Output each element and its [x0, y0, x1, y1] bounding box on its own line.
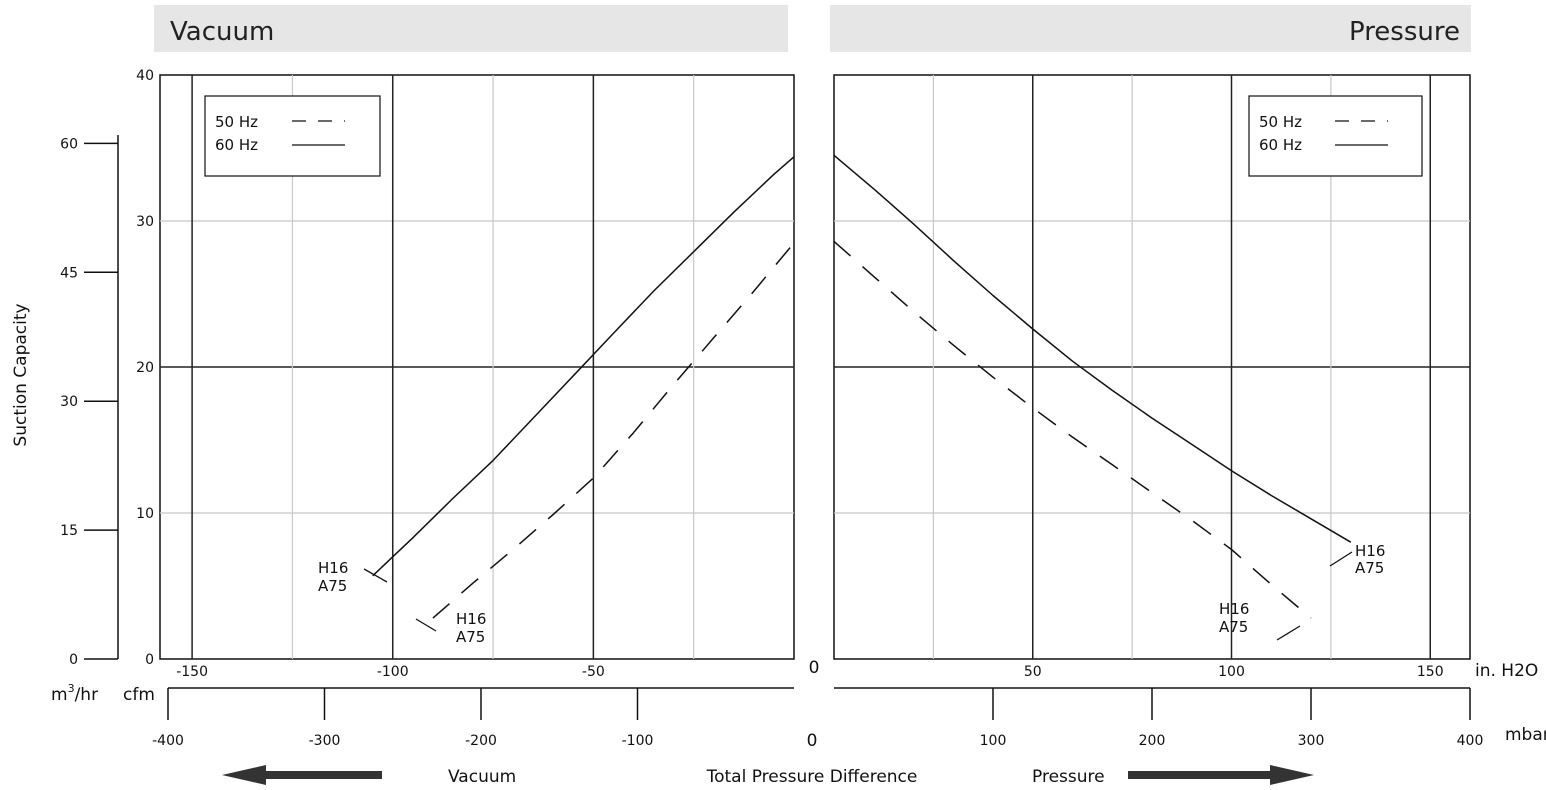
- cfm-tick-label-30: 30: [136, 214, 154, 230]
- vac-mbar-tick-label-neg400: -400: [152, 733, 184, 749]
- vac-60hz-end-tick: [363, 568, 388, 583]
- inh2o-unit-label: in. H2O: [1475, 661, 1538, 681]
- m3hr-unit-sup: 3: [68, 682, 75, 695]
- pressure-legend-60hz-label: 60 Hz: [1259, 136, 1302, 154]
- vac-50hz-annotation-h16: H16: [456, 610, 486, 628]
- vac-series-60hz: [372, 156, 795, 577]
- vacuum-arrow: [222, 765, 382, 785]
- m3hr-tick-label-0: 0: [69, 652, 78, 668]
- prs-50hz-annotation-h16: H16: [1219, 600, 1249, 618]
- prs-60hz-annotation-h16: H16: [1355, 542, 1385, 560]
- m3hr-unit-base: m: [51, 685, 68, 705]
- prs-mbar-tick-label-100: 100: [980, 733, 1007, 749]
- y-axis-title: Suction Capacity: [11, 303, 31, 446]
- prs-mbar-tick-label-400: 400: [1457, 733, 1484, 749]
- prs-inh2o-tick-label-50: 50: [1024, 664, 1042, 680]
- vac-inh2o-tick-label-neg100: -100: [377, 664, 409, 680]
- pressure-arrow: [1128, 765, 1314, 785]
- vacuum-direction-label: Vacuum: [448, 767, 516, 787]
- vac-50hz-end-tick: [415, 618, 437, 632]
- vacuum-panel-title: Vacuum: [170, 17, 274, 47]
- zero-label-inh2o: 0: [809, 658, 820, 678]
- total-pressure-difference-label: Total Pressure Difference: [706, 767, 918, 787]
- vacuum-header-bar: [154, 5, 788, 52]
- pressure-legend-box: [1248, 95, 1423, 177]
- prs-series-60hz: [833, 154, 1352, 543]
- pressure-header-bar: [830, 5, 1471, 52]
- m3hr-unit-suffix: /hr: [75, 685, 99, 705]
- m3hr-tick-label-60: 60: [60, 136, 78, 152]
- mbar-unit-label: mbar: [1505, 725, 1546, 745]
- m3hr-unit-label: m3/hr: [51, 682, 98, 705]
- prs-60hz-end-tick: [1329, 551, 1353, 567]
- m3hr-tick-label-15: 15: [60, 523, 78, 539]
- vac-60hz-annotation-a75: A75: [318, 577, 347, 595]
- prs-50hz-annotation-a75: A75: [1219, 618, 1248, 636]
- zero-label-mbar: 0: [807, 731, 818, 751]
- cfm-tick-label-40: 40: [136, 68, 154, 84]
- vac-inh2o-tick-label-neg150: -150: [176, 664, 208, 680]
- prs-inh2o-tick-label-100: 100: [1218, 664, 1245, 680]
- cfm-tick-label-10: 10: [136, 506, 154, 522]
- prs-series-50hz: [833, 240, 1312, 619]
- prs-50hz-end-tick: [1276, 625, 1301, 641]
- vac-mbar-tick-label-neg300: -300: [309, 733, 341, 749]
- series-layer: [372, 154, 1352, 619]
- cfm-tick-label-0: 0: [145, 652, 154, 668]
- prs-mbar-tick-label-300: 300: [1298, 733, 1325, 749]
- pressure-panel-title: Pressure: [1349, 17, 1460, 47]
- vacuum-legend-60hz-label: 60 Hz: [215, 136, 258, 154]
- vac-50hz-annotation-a75: A75: [456, 628, 485, 646]
- vac-60hz-annotation-h16: H16: [318, 559, 348, 577]
- vacuum-legend-box: [204, 95, 381, 177]
- vac-series-50hz: [432, 242, 795, 619]
- prs-60hz-annotation-a75: A75: [1355, 559, 1384, 577]
- m3hr-tick-label-30: 30: [60, 394, 78, 410]
- pressure-legend-50hz-label: 50 Hz: [1259, 113, 1302, 131]
- prs-mbar-tick-label-200: 200: [1139, 733, 1166, 749]
- pressure-direction-label: Pressure: [1032, 767, 1105, 787]
- pressure-legend: 50 Hz 60 Hz: [1248, 95, 1423, 177]
- vacuum-legend: 50 Hz 60 Hz: [204, 95, 381, 177]
- vac-mbar-tick-label-neg100: -100: [622, 733, 654, 749]
- m3hr-tick-label-45: 45: [60, 265, 78, 281]
- vac-inh2o-tick-label-neg50: -50: [582, 664, 605, 680]
- cfm-tick-label-20: 20: [136, 360, 154, 376]
- vac-mbar-tick-label-neg200: -200: [465, 733, 497, 749]
- grid-layer: [160, 75, 1470, 659]
- vacuum-legend-50hz-label: 50 Hz: [215, 113, 258, 131]
- cfm-unit-label: cfm: [123, 685, 155, 705]
- prs-inh2o-tick-label-150: 150: [1417, 664, 1444, 680]
